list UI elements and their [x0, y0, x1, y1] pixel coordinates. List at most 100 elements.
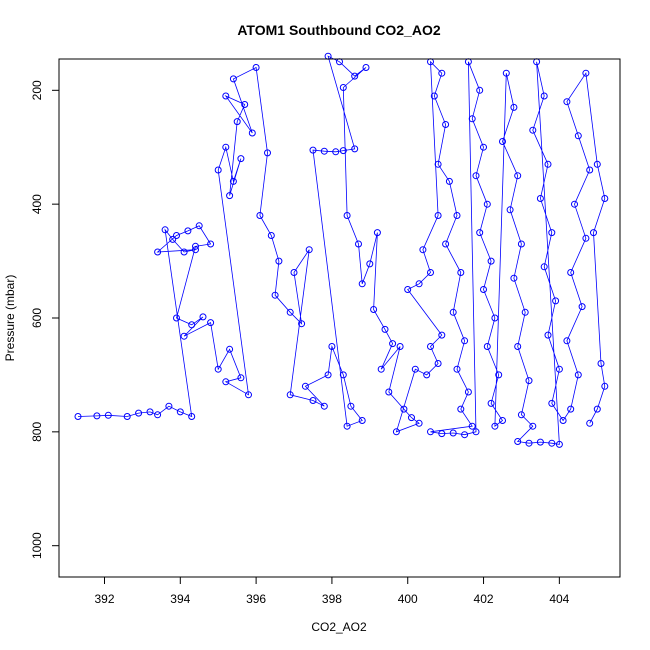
- data-point: [339, 84, 347, 91]
- data-point: [135, 409, 143, 417]
- data-point: [517, 411, 525, 419]
- data-point: [453, 212, 461, 219]
- data-point: [449, 429, 457, 437]
- data-point: [351, 72, 359, 80]
- x-axis: 392 394 396 398 400 402 404: [94, 577, 570, 606]
- data-point: [574, 371, 582, 379]
- data-point: [434, 212, 442, 219]
- data-point: [180, 332, 188, 340]
- data-point: [457, 405, 465, 413]
- y-tick-label: 600: [30, 308, 44, 328]
- data-point: [214, 365, 222, 373]
- data-point: [154, 248, 162, 256]
- data-point: [339, 371, 347, 379]
- data-point: [559, 417, 567, 424]
- data-point: [438, 430, 446, 438]
- data-point: [229, 177, 237, 185]
- x-tick-label: 402: [474, 592, 494, 606]
- data-point: [499, 138, 506, 145]
- data-point: [427, 269, 434, 276]
- data-point: [229, 75, 237, 83]
- data-point: [514, 343, 522, 350]
- y-tick-label: 200: [30, 80, 44, 100]
- data-point: [192, 246, 199, 254]
- data-point: [571, 200, 578, 208]
- data-point: [476, 86, 484, 94]
- data-point: [521, 308, 529, 316]
- data-point: [567, 269, 575, 276]
- data-point: [358, 417, 366, 424]
- data-point: [578, 303, 586, 311]
- y-axis-label: Pressure (mbar): [3, 275, 17, 362]
- x-tick-label: 404: [549, 592, 569, 606]
- data-point: [381, 325, 389, 333]
- data-point: [355, 240, 362, 248]
- data-point: [290, 269, 298, 276]
- data-point: [400, 405, 408, 413]
- data-point: [495, 371, 503, 379]
- data-point: [427, 343, 434, 350]
- y-tick-label: 1000: [30, 532, 44, 559]
- data-point: [301, 382, 309, 390]
- data-point: [483, 343, 491, 350]
- y-tick-label: 800: [30, 422, 44, 442]
- data-point: [373, 229, 381, 237]
- data-point: [226, 192, 234, 200]
- data-point: [525, 377, 533, 385]
- data-point: [180, 248, 188, 256]
- data-point: [188, 321, 196, 329]
- data-point: [347, 402, 355, 410]
- data-point: [593, 160, 601, 168]
- data-point: [544, 331, 552, 339]
- data-point: [286, 391, 294, 399]
- data-point: [574, 132, 582, 140]
- data-point: [309, 146, 317, 154]
- data-point: [468, 422, 476, 430]
- series-line: [77, 55, 606, 445]
- x-axis-label: CO2_AO2: [311, 620, 367, 634]
- data-point: [275, 257, 283, 265]
- data-point: [351, 145, 359, 153]
- data-point: [514, 438, 522, 445]
- data-point: [222, 92, 230, 100]
- data-point: [506, 206, 514, 214]
- y-axis: 200 400 600 800 1000: [30, 80, 59, 559]
- data-point: [590, 229, 597, 237]
- data-point: [188, 413, 196, 420]
- data-point: [445, 177, 453, 185]
- data-point: [582, 69, 590, 77]
- data-point: [256, 212, 264, 219]
- data-point: [536, 195, 544, 202]
- data-point: [226, 345, 234, 353]
- data-point: [222, 378, 230, 386]
- data-point: [468, 115, 476, 123]
- x-tick-label: 396: [246, 592, 266, 606]
- data-point: [207, 240, 215, 248]
- data-point: [362, 64, 370, 71]
- data-point: [165, 402, 173, 410]
- data-point: [104, 411, 112, 419]
- data-point: [286, 308, 294, 316]
- data-point: [586, 419, 594, 427]
- data-point: [540, 92, 548, 100]
- data-point: [370, 306, 378, 313]
- data-point: [233, 118, 241, 126]
- data-point: [476, 229, 484, 237]
- data-point: [74, 413, 82, 420]
- data-point: [332, 148, 340, 156]
- data-point: [366, 260, 374, 268]
- data-point: [461, 431, 469, 439]
- data-point: [548, 229, 556, 237]
- data-point: [328, 343, 336, 350]
- data-point: [472, 428, 480, 436]
- data-point: [237, 374, 245, 382]
- data-point: [195, 222, 203, 230]
- data-point: [385, 388, 393, 396]
- data-point: [464, 388, 472, 396]
- data-point: [415, 280, 423, 288]
- data-point: [582, 234, 590, 242]
- data-point: [176, 408, 184, 416]
- data-point: [339, 147, 347, 155]
- data-point: [419, 246, 427, 254]
